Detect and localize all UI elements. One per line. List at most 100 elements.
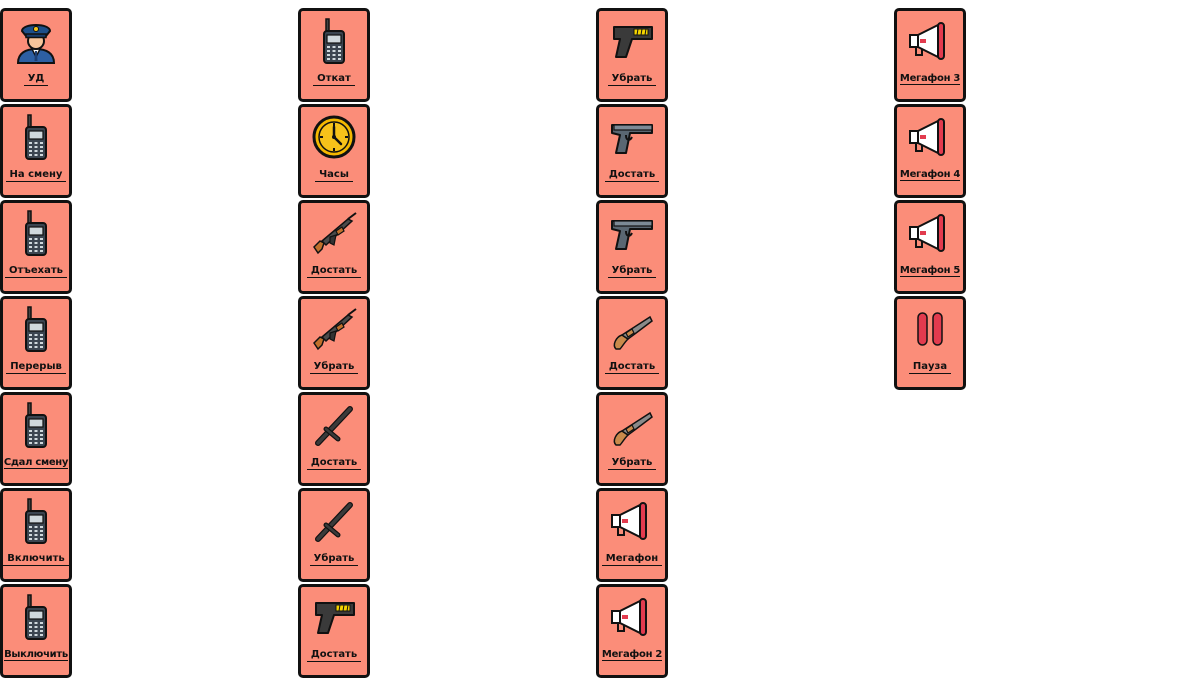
pause-icon: [906, 305, 954, 353]
tile-label-text: Сдал смену: [3, 457, 69, 469]
tile-label: Достать: [301, 457, 367, 470]
tile-label: Достать: [301, 649, 367, 662]
tile-label: Пауза: [897, 361, 963, 374]
tile-label: УД: [3, 73, 69, 86]
tile-label: Достать: [599, 361, 665, 374]
tile-button[interactable]: Мегафон 4: [894, 104, 966, 198]
tile-button[interactable]: Достать: [298, 200, 370, 294]
tile-label: Мегафон: [599, 553, 665, 566]
tile-label-text: Достать: [306, 649, 362, 662]
tile-label: Перерыв: [3, 361, 69, 374]
tile-label-text: Убрать: [607, 73, 657, 86]
tile-button[interactable]: Мегафон 2: [596, 584, 668, 678]
tile-button[interactable]: Мегафон: [596, 488, 668, 582]
tile-label: Выключить: [3, 649, 69, 661]
tile-label-text: Часы: [315, 169, 353, 182]
tile-button[interactable]: На смену: [0, 104, 72, 198]
tile-button[interactable]: Убрать: [298, 488, 370, 582]
tile-button[interactable]: Мегафон 3: [894, 8, 966, 102]
tile-button[interactable]: Часы: [298, 104, 370, 198]
tile-label: Достать: [301, 265, 367, 278]
tile-button[interactable]: Пауза: [894, 296, 966, 390]
tile-label-text: Перерыв: [6, 361, 66, 374]
tile-label-text: Убрать: [309, 361, 359, 374]
tile-button[interactable]: Достать: [298, 584, 370, 678]
tile-label: Убрать: [599, 457, 665, 470]
tile-label: Убрать: [599, 265, 665, 278]
tile-label: Достать: [599, 169, 665, 182]
tile-label-text: Достать: [604, 361, 660, 374]
tile-label-text: Мегафон: [601, 553, 663, 566]
radio-icon: [310, 17, 358, 65]
tile-label: Отъехать: [3, 265, 69, 278]
megaphone-icon: [608, 497, 656, 545]
tile-label-text: На смену: [5, 169, 67, 182]
tile-button[interactable]: Мегафон 5: [894, 200, 966, 294]
clock-icon: [310, 113, 358, 161]
tile-label-text: Выключить: [4, 649, 68, 661]
radio-icon: [12, 113, 60, 161]
tile-label-text: Пауза: [908, 361, 952, 374]
tile-label: Откат: [301, 73, 367, 86]
megaphone-icon: [906, 113, 954, 161]
tile-label: Сдал смену: [3, 457, 69, 469]
tile-label-text: Включить: [3, 553, 69, 566]
radio-icon: [12, 401, 60, 449]
tile-button[interactable]: Включить: [0, 488, 72, 582]
tile-button[interactable]: Откат: [298, 8, 370, 102]
tile-button[interactable]: Достать: [298, 392, 370, 486]
tile-button[interactable]: Выключить: [0, 584, 72, 678]
tile-button[interactable]: Достать: [596, 104, 668, 198]
column-1: УД На смену Отъехать Перерыв Сдал смену Включ…: [0, 8, 72, 680]
tile-label-text: Убрать: [607, 265, 657, 278]
column-4: Мегафон 3 Мегафон 4 Мегафон 5 Пауза: [894, 8, 966, 392]
tile-label: На смену: [3, 169, 69, 182]
tile-label: Часы: [301, 169, 367, 182]
tile-label: Убрать: [301, 361, 367, 374]
tile-button[interactable]: Убрать: [298, 296, 370, 390]
flintlock-icon: [608, 305, 656, 353]
tile-label: Мегафон 3: [897, 73, 963, 85]
tile-button[interactable]: Отъехать: [0, 200, 72, 294]
tile-label-text: Мегафон 3: [899, 73, 961, 85]
column-3: Убрать Достать Убрать Достать Убрать Мегафон М…: [596, 8, 668, 680]
megaphone-icon: [608, 593, 656, 641]
tile-label-text: Достать: [604, 169, 660, 182]
rifle-icon: [310, 305, 358, 353]
tile-button[interactable]: Сдал смену: [0, 392, 72, 486]
tile-button[interactable]: Убрать: [596, 392, 668, 486]
tile-label-text: УД: [23, 73, 49, 86]
tile-label-text: Мегафон 4: [899, 169, 961, 181]
tile-label-text: Убрать: [309, 553, 359, 566]
tile-label: Мегафон 2: [599, 649, 665, 661]
radio-icon: [12, 305, 60, 353]
pistol-icon: [608, 113, 656, 161]
tile-label-text: Достать: [306, 457, 362, 470]
tile-button[interactable]: Убрать: [596, 200, 668, 294]
column-2: Откат Часы Достать Убрать Достать Убрать Доста…: [298, 8, 370, 680]
tile-button[interactable]: Перерыв: [0, 296, 72, 390]
tile-label-text: Отъехать: [5, 265, 67, 278]
police-officer-icon: [12, 17, 60, 65]
megaphone-icon: [906, 209, 954, 257]
tile-label: Мегафон 4: [897, 169, 963, 181]
baton-icon: [310, 497, 358, 545]
radio-icon: [12, 497, 60, 545]
taser-icon: [310, 593, 358, 641]
tile-button[interactable]: Убрать: [596, 8, 668, 102]
taser-icon: [608, 17, 656, 65]
flintlock-icon: [608, 401, 656, 449]
megaphone-icon: [906, 17, 954, 65]
tile-button[interactable]: Достать: [596, 296, 668, 390]
tile-label-text: Мегафон 5: [899, 265, 961, 277]
baton-icon: [310, 401, 358, 449]
tile-label-text: Мегафон 2: [601, 649, 663, 661]
tile-label-text: Откат: [313, 73, 355, 86]
tile-label: Мегафон 5: [897, 265, 963, 277]
pistol-icon: [608, 209, 656, 257]
rifle-icon: [310, 209, 358, 257]
tile-button[interactable]: УД: [0, 8, 72, 102]
tile-label: Убрать: [599, 73, 665, 86]
radio-icon: [12, 209, 60, 257]
tile-label: Убрать: [301, 553, 367, 566]
